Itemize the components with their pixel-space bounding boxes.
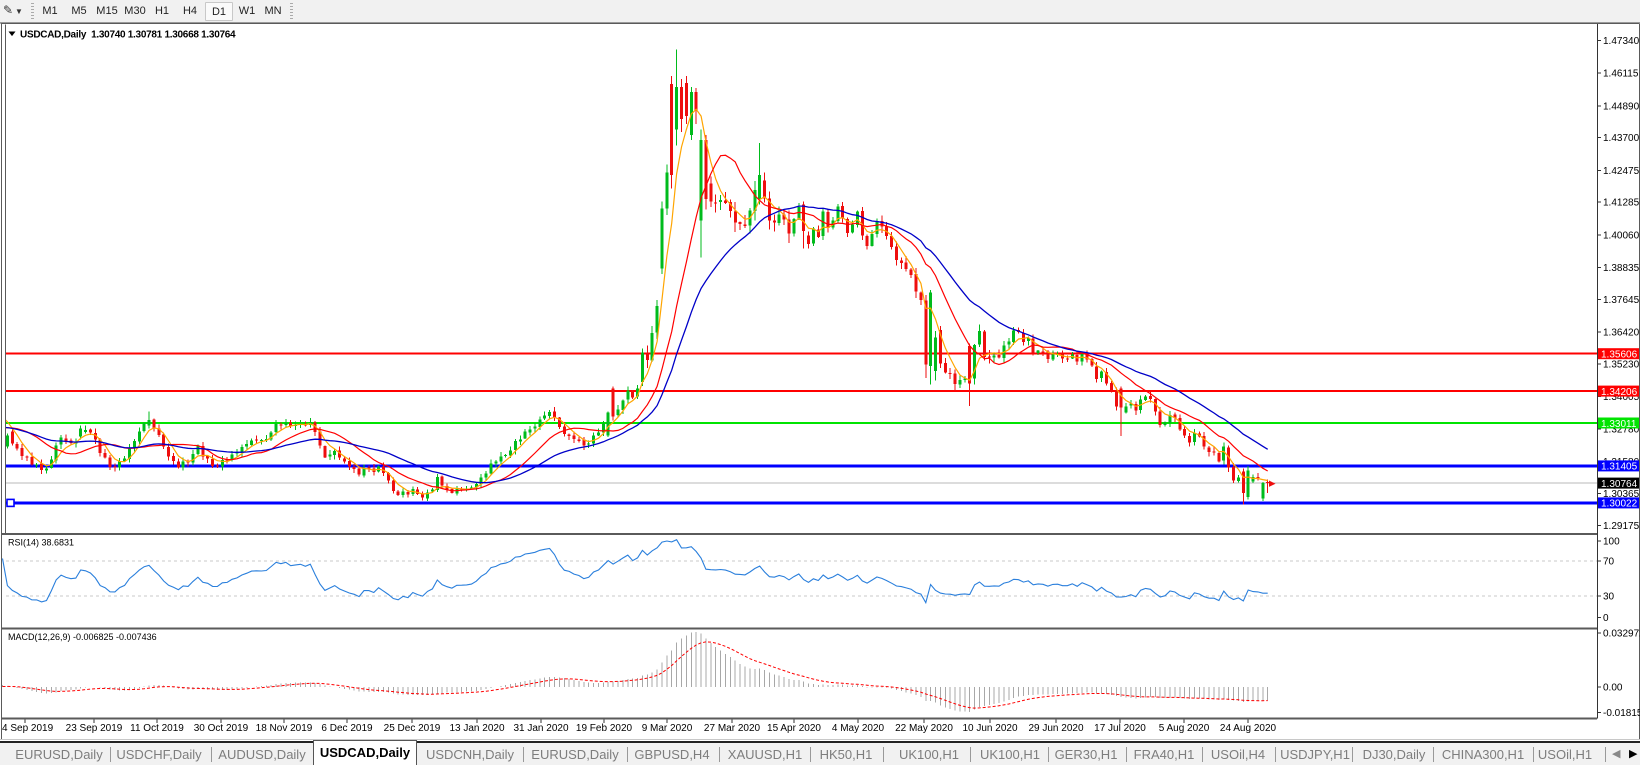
svg-text:5 Aug 2020: 5 Aug 2020 — [1159, 723, 1210, 734]
svg-text:1.44890: 1.44890 — [1603, 101, 1640, 112]
svg-text:4 May 2020: 4 May 2020 — [832, 723, 885, 734]
svg-text:MACD(12,26,9) -0.006825 -0.007: MACD(12,26,9) -0.006825 -0.007436 — [8, 632, 157, 642]
svg-text:0.00: 0.00 — [1603, 683, 1623, 694]
svg-text:1.46115: 1.46115 — [1603, 69, 1639, 80]
svg-text:1.34206: 1.34206 — [1601, 387, 1638, 398]
svg-text:29 Jun 2020: 29 Jun 2020 — [1028, 723, 1083, 734]
svg-text:1.47340: 1.47340 — [1603, 36, 1640, 47]
svg-text:1.36420: 1.36420 — [1603, 328, 1640, 339]
svg-text:19 Feb 2020: 19 Feb 2020 — [576, 723, 633, 734]
svg-text:17 Jul 2020: 17 Jul 2020 — [1094, 723, 1146, 734]
svg-text:23 Sep 2019: 23 Sep 2019 — [66, 723, 123, 734]
svg-text:1.43700: 1.43700 — [1603, 133, 1640, 144]
svg-text:0: 0 — [1603, 613, 1609, 624]
svg-text:RSI(14) 38.6831: RSI(14) 38.6831 — [8, 538, 74, 548]
svg-text:13 Jan 2020: 13 Jan 2020 — [449, 723, 504, 734]
svg-text:1.40060: 1.40060 — [1603, 230, 1640, 241]
svg-text:1.35230: 1.35230 — [1603, 359, 1640, 370]
svg-text:0.032972: 0.032972 — [1603, 629, 1640, 640]
svg-text:25 Dec 2019: 25 Dec 2019 — [384, 723, 441, 734]
svg-text:1.30022: 1.30022 — [1601, 499, 1638, 510]
svg-text:15 Apr 2020: 15 Apr 2020 — [767, 723, 821, 734]
svg-text:1.41285: 1.41285 — [1603, 198, 1640, 209]
svg-text:1.32780: 1.32780 — [1603, 425, 1640, 436]
svg-text:USDCAD,Daily 1.30740 1.30781: USDCAD,Daily 1.30740 1.30781 1.30668 1.3… — [20, 30, 236, 41]
svg-text:1.29175: 1.29175 — [1603, 521, 1640, 532]
svg-text:70: 70 — [1603, 557, 1615, 568]
svg-text:18 Nov 2019: 18 Nov 2019 — [256, 723, 313, 734]
svg-text:1.34005: 1.34005 — [1603, 392, 1640, 403]
svg-text:1.37645: 1.37645 — [1603, 295, 1640, 306]
svg-text:24 Aug 2020: 24 Aug 2020 — [1220, 723, 1277, 734]
svg-text:22 May 2020: 22 May 2020 — [895, 723, 953, 734]
svg-text:1.35606: 1.35606 — [1601, 350, 1638, 361]
svg-text:1.38835: 1.38835 — [1603, 263, 1640, 274]
svg-text:27 Mar 2020: 27 Mar 2020 — [704, 723, 761, 734]
svg-text:6 Dec 2019: 6 Dec 2019 — [321, 723, 373, 734]
svg-text:1.30365: 1.30365 — [1603, 489, 1640, 500]
svg-text:10 Jun 2020: 10 Jun 2020 — [962, 723, 1017, 734]
svg-text:1.33011: 1.33011 — [1601, 419, 1637, 430]
svg-text:11 Oct 2019: 11 Oct 2019 — [130, 723, 184, 734]
svg-text:30: 30 — [1603, 592, 1615, 603]
svg-text:1.30764: 1.30764 — [1601, 479, 1638, 490]
svg-text:1.31405: 1.31405 — [1601, 462, 1638, 473]
svg-text:31 Jan 2020: 31 Jan 2020 — [513, 723, 568, 734]
svg-text:1.42475: 1.42475 — [1603, 166, 1640, 177]
svg-text:9 Mar 2020: 9 Mar 2020 — [642, 723, 693, 734]
svg-text:30 Oct 2019: 30 Oct 2019 — [194, 723, 249, 734]
svg-text:4 Sep 2019: 4 Sep 2019 — [2, 723, 54, 734]
svg-text:100: 100 — [1603, 537, 1620, 548]
